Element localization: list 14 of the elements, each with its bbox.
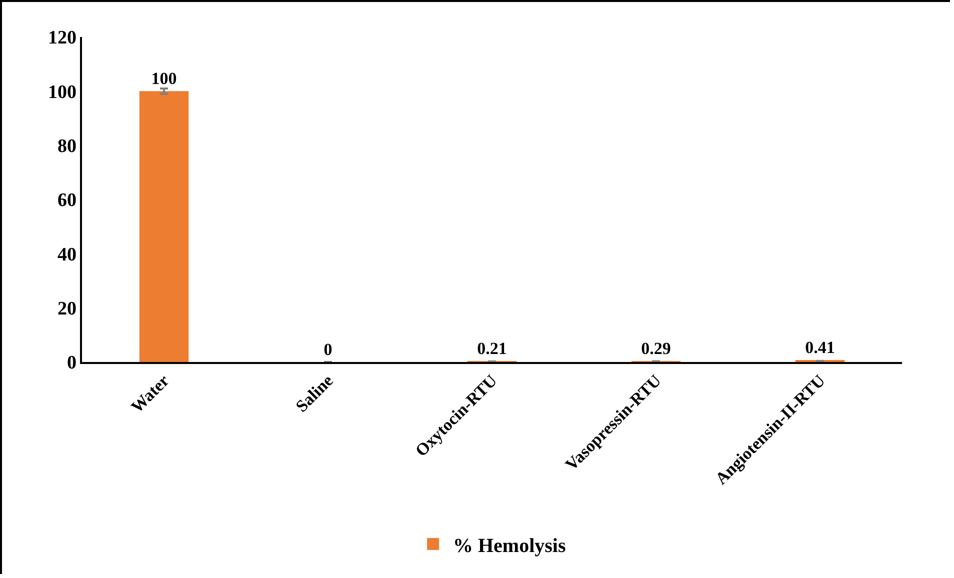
y-tick-label: 0 [66, 352, 76, 374]
data-label: 0.41 [805, 338, 835, 357]
y-tick-label: 80 [57, 136, 76, 157]
data-label: 0 [324, 340, 332, 359]
data-label: 0.29 [641, 339, 671, 358]
y-tick-label: 20 [57, 298, 76, 320]
bar [139, 91, 189, 362]
y-tick-label: 40 [57, 244, 76, 266]
y-tick-label: 120 [48, 28, 76, 49]
legend-label: % Hemolysis [453, 534, 566, 557]
data-label: 0.21 [477, 339, 507, 358]
y-tick-label: 60 [57, 190, 76, 212]
y-tick-label: 100 [48, 82, 76, 103]
data-label: 100 [151, 69, 177, 88]
